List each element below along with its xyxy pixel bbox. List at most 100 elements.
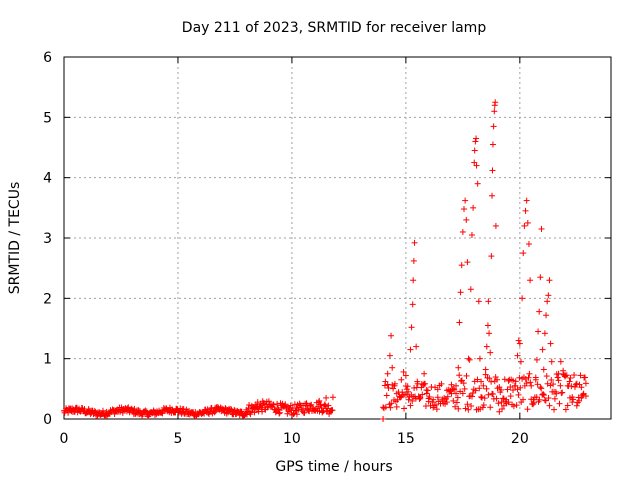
y-tick-label: 2 [43, 291, 52, 307]
data-point [540, 391, 547, 398]
plot-frame [63, 56, 612, 420]
data-point [65, 409, 72, 416]
data-point [324, 405, 331, 412]
data-point [516, 374, 523, 381]
data-point [489, 141, 496, 148]
data-point [566, 394, 573, 401]
data-point [425, 395, 432, 402]
data-point [482, 366, 489, 373]
x-axis-label: GPS time / hours [275, 459, 392, 475]
data-point [211, 409, 218, 416]
x-tick-label: 20 [511, 431, 529, 447]
data-point [539, 346, 546, 353]
data-point [402, 372, 409, 379]
data-point [448, 390, 455, 397]
data-point [450, 397, 457, 404]
data-point [71, 408, 78, 415]
data-point [384, 370, 391, 377]
data-point [523, 380, 530, 387]
data-point [566, 378, 573, 385]
data-point [99, 407, 106, 414]
data-point [559, 389, 566, 396]
data-point [490, 123, 497, 130]
data-point [443, 399, 450, 406]
data-point [460, 206, 467, 213]
data-point [270, 401, 277, 408]
data-point [251, 409, 258, 416]
data-point [329, 394, 336, 401]
data-point [567, 374, 574, 381]
data-point [317, 401, 324, 408]
data-point [535, 328, 542, 335]
data-point [491, 108, 498, 115]
data-point [405, 396, 412, 403]
data-point [488, 378, 495, 385]
data-point [329, 407, 336, 414]
data-point [231, 407, 238, 414]
data-point [326, 410, 333, 417]
x-tick-label: 10 [283, 431, 301, 447]
data-point [452, 403, 459, 410]
data-point [522, 376, 529, 383]
data-point [540, 392, 547, 399]
data-point [516, 340, 523, 347]
data-point [576, 397, 583, 404]
data-point [489, 167, 496, 174]
data-point [509, 387, 516, 394]
data-point [526, 370, 533, 377]
data-point [533, 356, 540, 363]
data-point [323, 394, 330, 401]
data-point [468, 402, 475, 409]
data-point [551, 395, 558, 402]
data-point [487, 404, 494, 411]
data-point [292, 407, 299, 414]
x-tick-label: 15 [397, 431, 415, 447]
data-point [408, 324, 415, 331]
data-point [439, 397, 446, 404]
data-point [514, 352, 521, 359]
data-point [496, 408, 503, 415]
data-point [274, 400, 281, 407]
data-point [524, 219, 531, 226]
data-point [573, 380, 580, 387]
data-point [499, 406, 506, 413]
data-point [458, 262, 465, 269]
data-point [468, 231, 475, 238]
data-point [467, 286, 474, 293]
y-tick-label: 5 [43, 110, 52, 126]
data-point [463, 372, 470, 379]
data-point [557, 358, 564, 365]
data-point [413, 343, 420, 350]
data-point [541, 397, 548, 404]
data-point [473, 162, 480, 169]
data-point [578, 394, 585, 401]
data-point [519, 295, 526, 302]
data-point [536, 396, 543, 403]
data-point [507, 393, 514, 400]
data-point [468, 393, 475, 400]
data-point [521, 222, 528, 229]
data-point [438, 380, 445, 387]
data-point [533, 394, 540, 401]
data-point [582, 374, 589, 381]
data-point [388, 400, 395, 407]
data-point [474, 376, 481, 383]
data-point [480, 402, 487, 409]
data-point [472, 387, 479, 394]
data-point [212, 408, 219, 415]
data-point [485, 298, 492, 305]
data-point [131, 405, 138, 412]
data-point [463, 216, 470, 223]
data-point [480, 382, 487, 389]
data-point [456, 319, 463, 326]
data-point [111, 410, 118, 417]
data-point [550, 381, 557, 388]
data-point [388, 332, 395, 339]
data-point [246, 401, 253, 408]
data-point [510, 403, 517, 410]
data-point [486, 330, 493, 337]
data-point [410, 257, 417, 264]
data-point [409, 301, 416, 308]
data-point [228, 406, 235, 413]
data-point [495, 400, 502, 407]
